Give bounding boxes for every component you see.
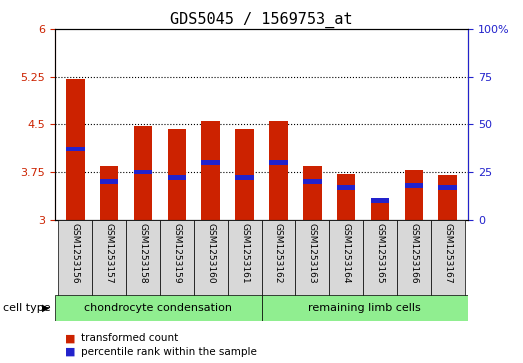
Bar [405,170,423,220]
Text: GSM1253159: GSM1253159 [173,223,181,284]
Bar [92,220,126,296]
Bar [235,175,254,180]
Bar [194,220,228,296]
Text: ▶: ▶ [42,303,50,313]
Text: GSM1253165: GSM1253165 [376,223,384,284]
Text: ■: ■ [65,347,76,357]
Bar [235,129,254,220]
Bar [295,220,329,296]
Bar [167,175,186,180]
Text: GSM1253156: GSM1253156 [71,223,79,284]
Text: GSM1253167: GSM1253167 [444,223,452,284]
Bar [303,166,322,220]
Text: GSM1253162: GSM1253162 [274,223,283,284]
Bar [100,179,118,184]
Bar [100,166,118,220]
Bar [228,220,262,296]
Text: cell type: cell type [3,303,50,313]
Text: GSM1253164: GSM1253164 [342,223,350,284]
Bar [438,185,457,189]
Bar [167,129,186,220]
Text: GSM1253157: GSM1253157 [105,223,113,284]
Text: GSM1253161: GSM1253161 [240,223,249,284]
Text: GSM1253158: GSM1253158 [139,223,147,284]
Bar [66,78,85,220]
Bar [134,126,152,220]
Text: GSM1253163: GSM1253163 [308,223,317,284]
Bar [397,220,431,296]
Bar [329,220,363,296]
Bar [201,121,220,220]
Bar [58,220,92,296]
Bar [262,220,295,296]
Bar [126,220,160,296]
Bar [438,175,457,220]
Text: remaining limb cells: remaining limb cells [309,303,421,313]
Bar [262,295,468,321]
Bar [269,121,288,220]
Title: GDS5045 / 1569753_at: GDS5045 / 1569753_at [170,12,353,28]
Bar [405,183,423,188]
Bar [269,160,288,165]
Bar [337,185,356,189]
Bar [371,198,389,203]
Bar [337,174,356,220]
Bar [371,202,389,220]
Bar [160,220,194,296]
Bar [201,160,220,165]
Bar [363,220,397,296]
Bar [55,295,262,321]
Text: transformed count: transformed count [81,333,178,343]
Bar [134,170,152,174]
Bar [431,220,465,296]
Bar [66,147,85,151]
Text: GSM1253166: GSM1253166 [410,223,418,284]
Text: GSM1253160: GSM1253160 [206,223,215,284]
Text: chondrocyte condensation: chondrocyte condensation [84,303,232,313]
Text: ■: ■ [65,333,76,343]
Text: percentile rank within the sample: percentile rank within the sample [81,347,257,357]
Bar [303,179,322,184]
